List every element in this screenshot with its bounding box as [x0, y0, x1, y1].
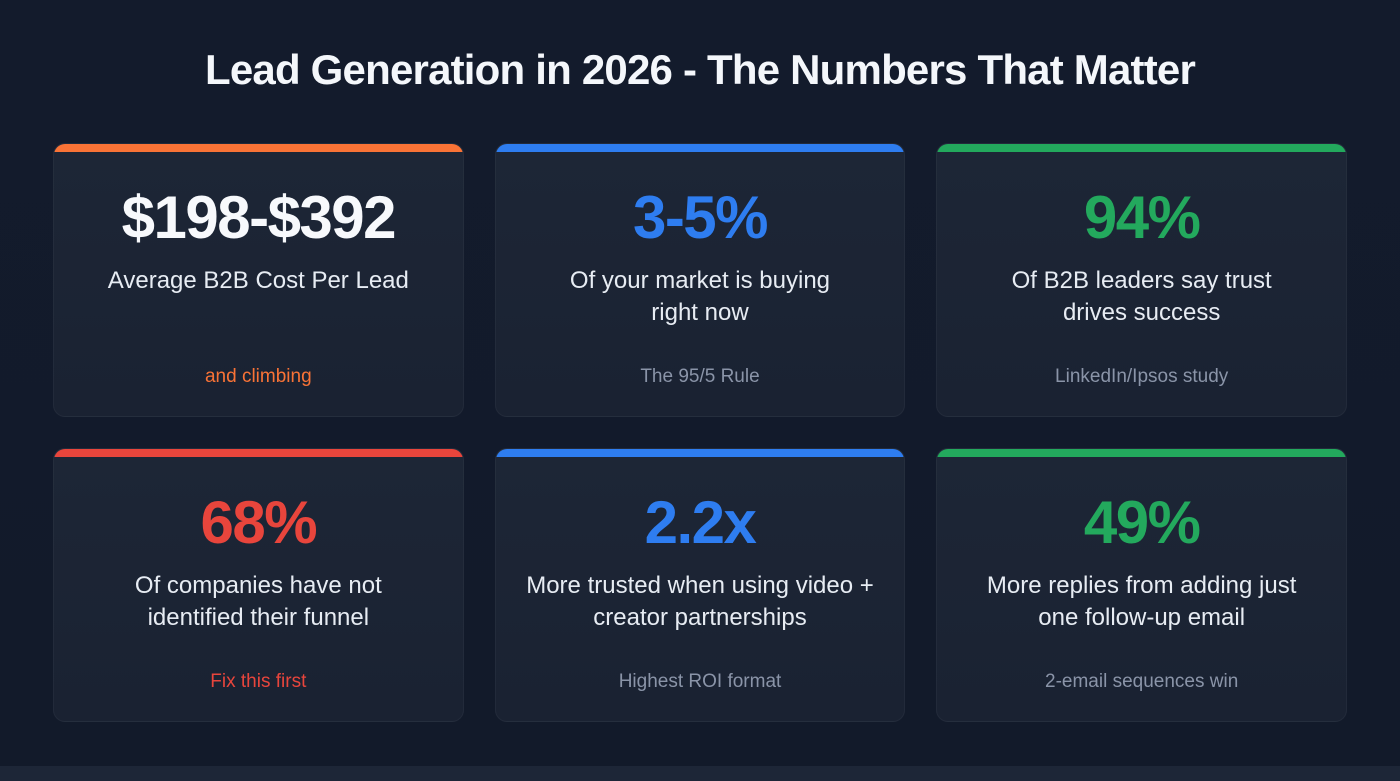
stat-value: $198-$392 [121, 184, 397, 251]
card-accent-bar [54, 449, 463, 457]
stat-card-video-trust: 2.2x More trusted when using video + cre… [494, 448, 906, 722]
stat-description: Of companies have not identified their f… [134, 572, 382, 631]
stat-value: 3-5% [632, 184, 769, 251]
stat-description: Average B2B Cost Per Lead [107, 267, 409, 294]
stat-footnote: The 95/5 Rule [640, 366, 760, 387]
stat-footnote: and climbing [204, 366, 312, 387]
stat-card-funnel-unidentified: 68% Of companies have not identified the… [53, 448, 464, 722]
stat-description: More replies from adding just one follow… [986, 572, 1297, 631]
stat-value: 68% [200, 489, 318, 556]
stat-description: More trusted when using video + creator … [526, 572, 874, 631]
card-accent-bar [54, 144, 463, 152]
stat-card-grid: $198-$392 Average B2B Cost Per Lead and … [53, 143, 1347, 722]
stat-card-cost-per-lead: $198-$392 Average B2B Cost Per Lead and … [53, 143, 464, 417]
stat-footnote: Highest ROI format [618, 671, 782, 692]
stat-value: 94% [1083, 184, 1201, 251]
stat-description: Of your market is buying right now [569, 267, 831, 326]
card-accent-bar [937, 144, 1346, 152]
stat-card-market-buying: 3-5% Of your market is buying right now … [494, 143, 906, 417]
stat-description: Of B2B leaders say trust drives success [1011, 267, 1272, 326]
stat-value: 2.2x [644, 489, 757, 556]
stat-footnote: 2-email sequences win [1045, 671, 1239, 692]
stat-footnote: Fix this first [210, 671, 307, 692]
card-accent-bar [937, 449, 1346, 457]
card-accent-bar [495, 449, 905, 457]
stat-card-trust-success: 94% Of B2B leaders say trust drives succ… [936, 143, 1347, 417]
stat-card-followup-replies: 49% More replies from adding just one fo… [936, 448, 1347, 722]
page-title: Lead Generation in 2026 - The Numbers Th… [204, 46, 1196, 93]
card-accent-bar [495, 144, 905, 152]
footer-strip [0, 766, 1400, 781]
stat-footnote: LinkedIn/Ipsos study [1055, 366, 1229, 387]
stat-value: 49% [1083, 489, 1201, 556]
